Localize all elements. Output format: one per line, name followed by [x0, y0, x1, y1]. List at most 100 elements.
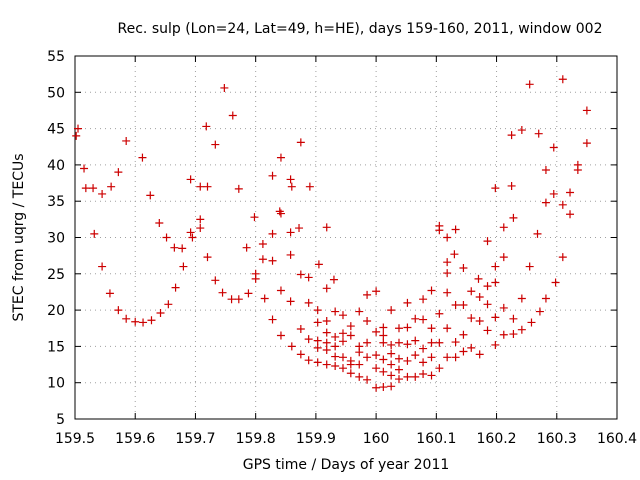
- data-point: [450, 250, 459, 259]
- data-point: [363, 290, 372, 299]
- data-point: [535, 307, 544, 316]
- data-point: [275, 207, 284, 216]
- x-tick-label: 160.3: [537, 431, 577, 447]
- data-point: [355, 307, 364, 316]
- data-point: [573, 165, 582, 174]
- y-tick-label: 5: [56, 412, 65, 428]
- data-point: [541, 294, 550, 303]
- data-point: [372, 287, 381, 296]
- y-tick-label: 30: [47, 231, 65, 247]
- data-point: [451, 301, 460, 310]
- data-point: [251, 274, 260, 283]
- data-point: [558, 75, 567, 84]
- y-tick-label: 25: [47, 267, 65, 283]
- data-point: [338, 353, 347, 362]
- data-point: [459, 301, 468, 310]
- data-point: [394, 354, 403, 363]
- data-point: [372, 364, 381, 373]
- data-point: [566, 210, 575, 219]
- data-point: [363, 338, 372, 347]
- data-point: [467, 314, 476, 323]
- data-point: [203, 182, 212, 191]
- data-point: [338, 329, 347, 338]
- data-point: [338, 364, 347, 373]
- data-point: [322, 338, 331, 347]
- data-point: [304, 335, 313, 344]
- data-point: [122, 314, 131, 323]
- data-point: [211, 276, 220, 285]
- data-point: [196, 182, 205, 191]
- data-point: [218, 288, 227, 297]
- data-point: [509, 213, 518, 222]
- data-point: [304, 356, 313, 365]
- data-point: [499, 253, 508, 262]
- data-point: [411, 314, 420, 323]
- x-tick-label: 160: [363, 431, 390, 447]
- data-point: [387, 306, 396, 315]
- data-point: [196, 224, 205, 233]
- data-point: [146, 191, 155, 200]
- data-point: [287, 182, 296, 191]
- data-point: [525, 262, 534, 271]
- data-point: [89, 184, 98, 193]
- data-point: [419, 315, 428, 324]
- data-point: [260, 294, 269, 303]
- data-point: [483, 237, 492, 246]
- data-point: [558, 253, 567, 262]
- data-point: [346, 322, 355, 331]
- data-point: [331, 352, 340, 361]
- data-point: [387, 349, 396, 358]
- data-point: [179, 262, 188, 271]
- data-point: [517, 325, 526, 334]
- data-point: [276, 209, 285, 218]
- data-point: [582, 139, 591, 148]
- data-point: [296, 138, 305, 147]
- data-point: [331, 307, 340, 316]
- data-point: [411, 336, 420, 345]
- data-point: [403, 340, 412, 349]
- data-point: [549, 189, 558, 198]
- data-point: [394, 375, 403, 384]
- data-point: [534, 129, 543, 138]
- data-point: [435, 364, 444, 373]
- data-point: [331, 362, 340, 371]
- data-point: [483, 326, 492, 335]
- data-point: [459, 330, 468, 339]
- data-point: [346, 331, 355, 340]
- data-point: [411, 351, 420, 360]
- data-point: [475, 316, 484, 325]
- grid-lines: [75, 56, 617, 419]
- data-point: [329, 275, 338, 284]
- data-point: [286, 228, 295, 237]
- data-point: [296, 324, 305, 333]
- data-point: [427, 353, 436, 362]
- data-point: [98, 262, 107, 271]
- data-point: [427, 371, 436, 380]
- data-point: [355, 372, 364, 381]
- y-tick-label: 55: [47, 49, 65, 65]
- data-point: [114, 306, 123, 315]
- data-point: [155, 218, 164, 227]
- x-tick-label: 159.5: [55, 431, 95, 447]
- data-point: [379, 338, 388, 347]
- data-points: [72, 75, 591, 392]
- data-point: [258, 255, 267, 264]
- data-point: [491, 313, 500, 322]
- data-point: [188, 233, 197, 242]
- data-point: [451, 353, 460, 362]
- data-point: [164, 300, 173, 309]
- data-point: [451, 225, 460, 234]
- data-point: [387, 340, 396, 349]
- data-point: [178, 244, 187, 253]
- data-point: [403, 298, 412, 307]
- data-point: [131, 317, 140, 326]
- data-point: [558, 200, 567, 209]
- data-point: [507, 131, 516, 140]
- data-point: [211, 140, 220, 149]
- data-point: [541, 165, 550, 174]
- data-point: [202, 122, 211, 131]
- x-tick-label: 159.8: [236, 431, 276, 447]
- data-point: [138, 153, 147, 162]
- data-point: [322, 316, 331, 325]
